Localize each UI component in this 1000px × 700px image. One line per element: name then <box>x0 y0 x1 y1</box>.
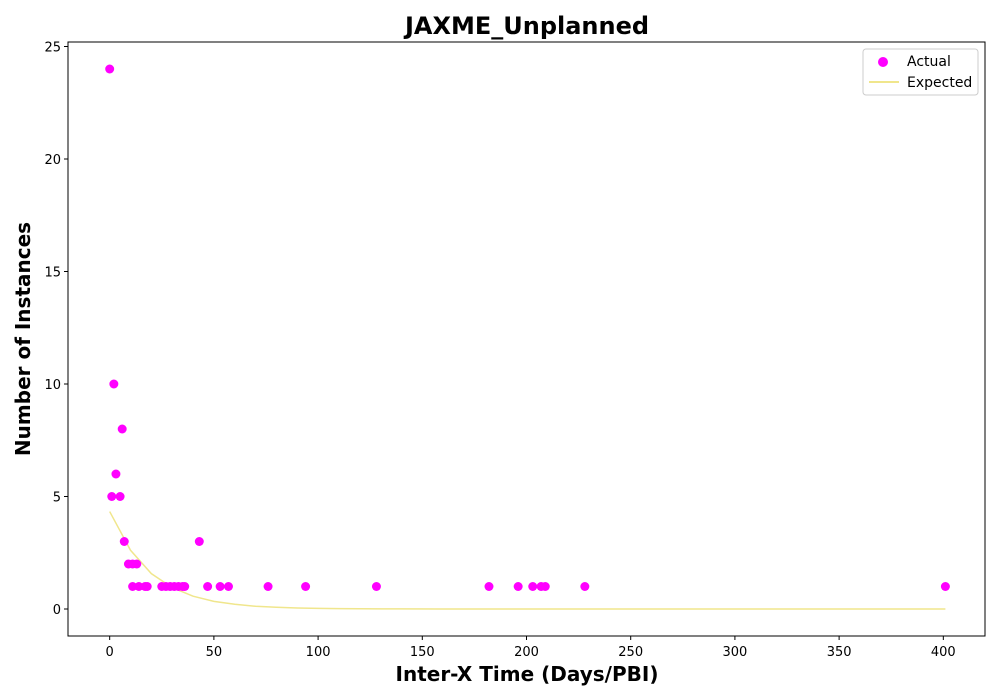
y-axis: 0 5 10 15 20 25 <box>44 41 68 618</box>
actual-point <box>301 582 311 591</box>
actual-point <box>263 582 273 591</box>
actual-point <box>180 582 190 591</box>
actual-point <box>107 492 117 501</box>
y-tick-label: 25 <box>44 41 61 56</box>
legend: Actual Expected <box>862 48 979 96</box>
actual-series <box>105 64 950 591</box>
legend-frame <box>862 48 979 96</box>
x-tick-label: 250 <box>618 645 643 660</box>
actual-point <box>128 582 138 591</box>
legend-actual-label: Actual <box>907 54 951 70</box>
x-tick-label: 50 <box>206 645 223 660</box>
expected-curve <box>109 511 946 610</box>
legend-actual-marker <box>878 57 888 67</box>
y-tick-label: 20 <box>44 153 61 168</box>
actual-point <box>109 379 119 389</box>
x-tick-label: 400 <box>931 645 956 660</box>
y-axis-label: Number of Instances <box>11 222 35 456</box>
actual-point <box>117 424 127 434</box>
x-tick-label: 200 <box>514 645 539 660</box>
actual-point <box>580 582 590 591</box>
x-tick-label: 300 <box>722 645 747 660</box>
actual-point <box>119 537 129 546</box>
actual-point <box>203 582 213 591</box>
actual-point <box>513 582 523 591</box>
x-axis: 0 50 100 150 200 250 300 350 400 <box>106 636 956 660</box>
y-tick-label: 5 <box>53 491 61 506</box>
x-axis-label: Inter-X Time (Days/PBI) <box>396 662 659 686</box>
x-tick-label: 0 <box>106 645 114 660</box>
y-tick-label: 0 <box>53 603 61 618</box>
actual-point <box>115 492 125 501</box>
actual-point <box>111 469 121 479</box>
actual-point <box>528 582 538 591</box>
actual-point <box>105 64 115 74</box>
actual-point <box>371 582 381 591</box>
plot-area <box>67 41 986 637</box>
actual-point <box>484 582 494 591</box>
expected-series <box>109 511 946 610</box>
actual-point <box>142 582 152 591</box>
actual-point <box>194 537 204 546</box>
actual-point <box>215 582 225 591</box>
x-tick-label: 150 <box>410 645 435 660</box>
actual-point <box>134 582 144 591</box>
actual-point <box>540 582 550 591</box>
chart-title: JAXME_Unplanned <box>403 12 649 40</box>
y-tick-label: 10 <box>44 378 61 393</box>
x-tick-label: 100 <box>306 645 331 660</box>
legend-expected-label: Expected <box>907 75 972 91</box>
x-tick-label: 350 <box>827 645 852 660</box>
actual-point <box>940 582 950 591</box>
actual-point <box>132 559 142 569</box>
y-tick-label: 15 <box>44 266 61 281</box>
actual-point <box>223 582 233 591</box>
